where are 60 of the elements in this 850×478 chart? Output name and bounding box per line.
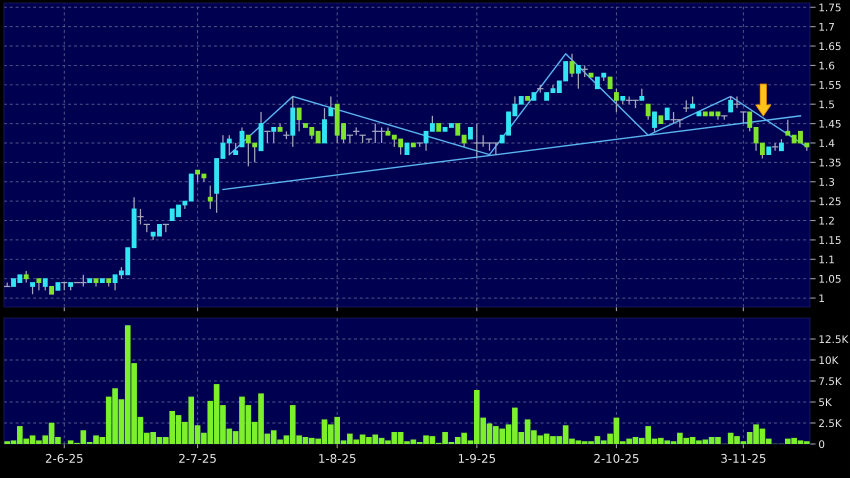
x-tick-label: 2-6-25 [46, 454, 83, 463]
candlestick [608, 76, 613, 90]
candlestick [264, 130, 271, 144]
candlestick [683, 100, 690, 113]
candlestick [537, 84, 544, 94]
y-tick-label: 5K [819, 398, 832, 406]
candlestick [24, 270, 29, 284]
candlestick [42, 278, 48, 291]
y-tick-label: 1.7 [819, 23, 834, 31]
y-tick-label: 1.2 [819, 216, 834, 224]
candlestick [734, 96, 740, 109]
candlestick [233, 142, 238, 156]
y-tick-label: 0 [819, 440, 824, 448]
candlestick [652, 111, 657, 132]
y-tick-label: 1.6 [819, 62, 834, 70]
y-tick-label: 2.5K [819, 419, 842, 428]
candlestick [36, 278, 42, 291]
y-tick-label: 1.4 [819, 139, 834, 147]
candlestick [162, 224, 169, 233]
candlestick [144, 224, 150, 233]
candlestick [322, 107, 327, 144]
candlestick [296, 107, 302, 132]
x-tick-label: 2-10-25 [594, 454, 638, 463]
candlestick [61, 282, 68, 291]
candlestick [416, 142, 423, 148]
candlestick [4, 282, 10, 288]
y-tick-label: 1.35 [819, 158, 841, 166]
y-tick-label: 7.5K [819, 377, 842, 386]
candlestick [208, 185, 213, 210]
candlestick [353, 126, 360, 136]
y-tick-label: 1 [819, 294, 824, 302]
candlestick [582, 64, 588, 78]
candlestick [646, 104, 651, 120]
y-tick-label: 1.75 [819, 4, 841, 12]
candlestick [30, 282, 36, 295]
y-tick-label: 1.5 [819, 100, 834, 108]
candlestick [137, 208, 144, 226]
y-tick-label: 1.3 [819, 178, 834, 186]
candlestick [614, 88, 619, 113]
x-tick-label: 1-9-25 [458, 454, 496, 463]
candlestick [721, 115, 728, 120]
candlestick [328, 96, 334, 116]
candlestick [664, 108, 670, 120]
candlestick [404, 142, 410, 156]
x-tick-label: 2-7-25 [179, 454, 216, 463]
y-tick-label: 1.05 [819, 274, 841, 283]
y-tick-label: 1.45 [819, 120, 841, 128]
x-tick-label: 1-8-25 [319, 454, 356, 463]
candlestick [570, 53, 574, 78]
y-tick-label: 1.15 [819, 236, 841, 244]
y-tick-label: 10K [819, 356, 839, 364]
candlestick [240, 126, 244, 148]
y-tick-label: 12.5K [819, 335, 849, 344]
y-tick-label: 1.55 [819, 81, 841, 89]
x-tick-label: 3-11-25 [721, 454, 766, 463]
y-tick-label: 1.1 [819, 256, 834, 264]
y-tick-label: 1.25 [819, 197, 841, 206]
y-tick-label: 1.65 [819, 42, 841, 50]
candlestick [468, 127, 473, 140]
candlestick [740, 111, 747, 124]
